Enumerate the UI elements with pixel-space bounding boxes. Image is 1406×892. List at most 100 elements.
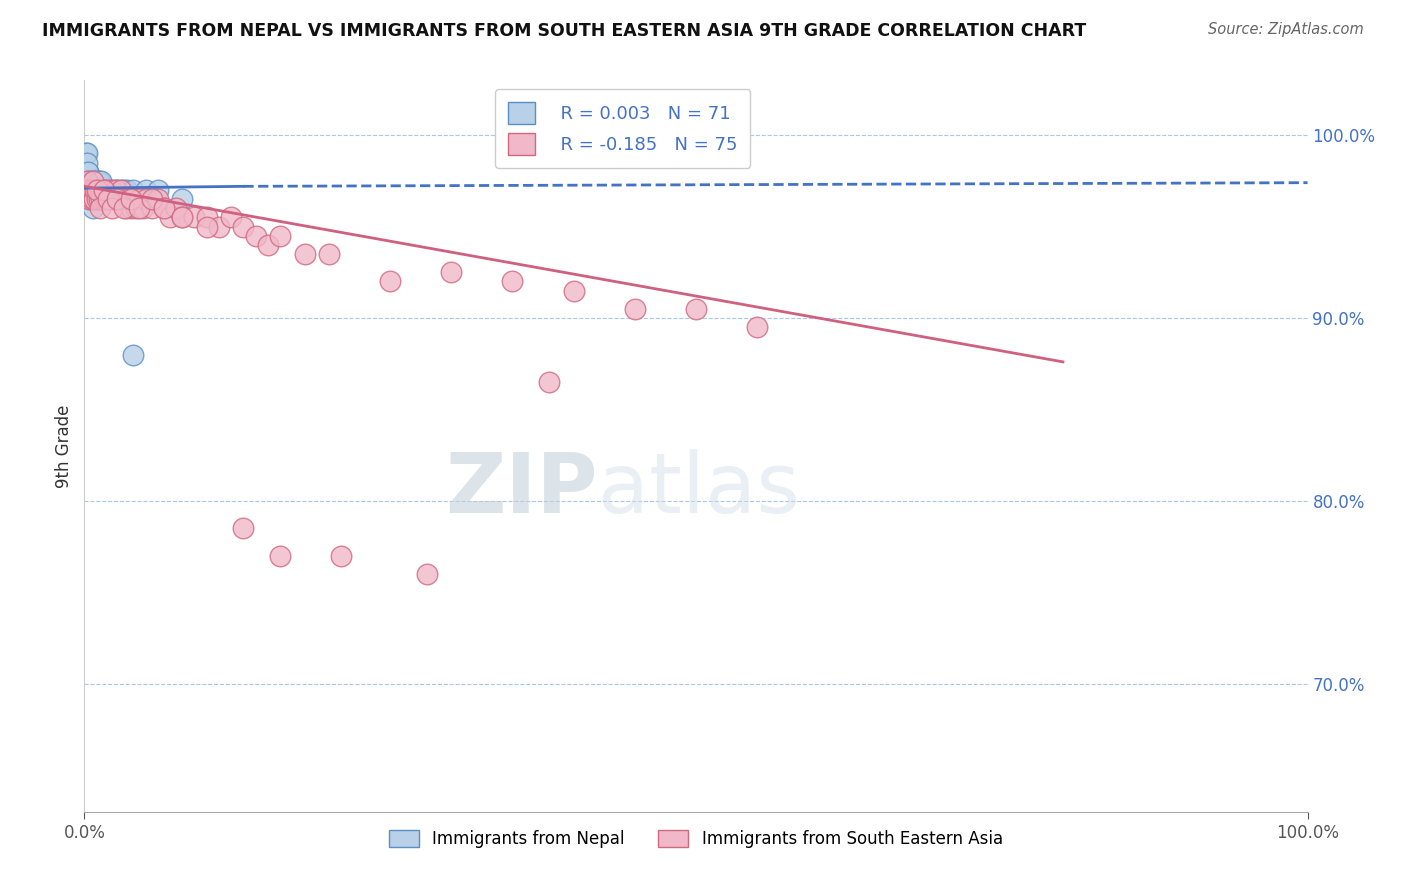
Point [82,174,104,188]
Point [83,174,105,188]
Point [94,183,117,197]
Point [502,274,524,288]
Point [79,183,101,197]
Point [79,183,101,197]
Point [128,192,150,206]
Point [83,192,105,206]
Point [96,183,118,197]
Point [80,174,103,188]
Point [90,192,112,206]
Point [84,183,107,197]
Point [208,219,231,234]
Point [172,211,194,225]
Point [146,192,169,206]
Point [90,192,112,206]
Point [77,183,100,197]
Point [125,201,148,215]
Point [89,192,111,206]
Point [94,183,117,197]
Point [97,192,120,206]
Point [538,375,561,389]
Point [79,174,101,188]
Point [89,183,111,197]
Point [87,183,110,197]
Point [183,211,205,225]
Point [97,192,120,206]
Point [82,183,104,197]
Point [100,183,122,197]
Point [146,183,169,197]
Text: atlas: atlas [598,450,800,531]
Point [105,183,128,197]
Point [77,174,100,188]
Point [87,192,110,206]
Point [269,549,291,563]
Point [98,192,121,206]
Point [132,201,155,215]
Point [84,192,107,206]
Point [122,347,145,362]
Point [82,183,104,197]
Point [82,201,104,215]
Point [107,192,129,206]
Point [77,164,100,178]
Point [76,146,98,161]
Point [159,211,181,225]
Point [101,192,124,206]
Point [91,183,114,197]
Point [87,192,110,206]
Point [107,192,129,206]
Point [103,192,125,206]
Text: Source: ZipAtlas.com: Source: ZipAtlas.com [1208,22,1364,37]
Point [90,174,112,188]
Point [100,183,122,197]
Point [80,174,103,188]
Point [257,238,280,252]
Point [86,192,108,206]
Point [87,174,110,188]
Point [232,521,254,535]
Point [77,174,100,188]
Point [219,211,242,225]
Text: ZIP: ZIP [446,450,598,531]
Point [440,265,463,279]
Point [77,183,100,197]
Point [91,183,114,197]
Point [79,183,101,197]
Point [135,192,157,206]
Point [120,201,142,215]
Point [105,183,128,197]
Y-axis label: 9th Grade: 9th Grade [55,404,73,488]
Point [91,192,114,206]
Point [141,192,163,206]
Point [624,301,647,316]
Point [122,183,145,197]
Point [115,183,138,197]
Point [747,320,769,334]
Text: IMMIGRANTS FROM NEPAL VS IMMIGRANTS FROM SOUTH EASTERN ASIA 9TH GRADE CORRELATIO: IMMIGRANTS FROM NEPAL VS IMMIGRANTS FROM… [42,22,1087,40]
Point [245,228,267,243]
Point [110,183,132,197]
Point [87,183,110,197]
Point [141,201,163,215]
Point [172,192,194,206]
Point [89,183,111,197]
Point [122,192,145,206]
Point [87,192,110,206]
Point [562,284,585,298]
Point [86,183,108,197]
Point [330,549,353,563]
Point [112,192,135,206]
Point [75,146,97,161]
Point [77,192,100,206]
Point [80,183,103,197]
Point [97,192,120,206]
Point [83,183,105,197]
Point [115,201,138,215]
Point [76,174,98,188]
Point [86,174,108,188]
Point [82,183,104,197]
Point [87,183,110,197]
Point [93,183,115,197]
Point [165,201,187,215]
